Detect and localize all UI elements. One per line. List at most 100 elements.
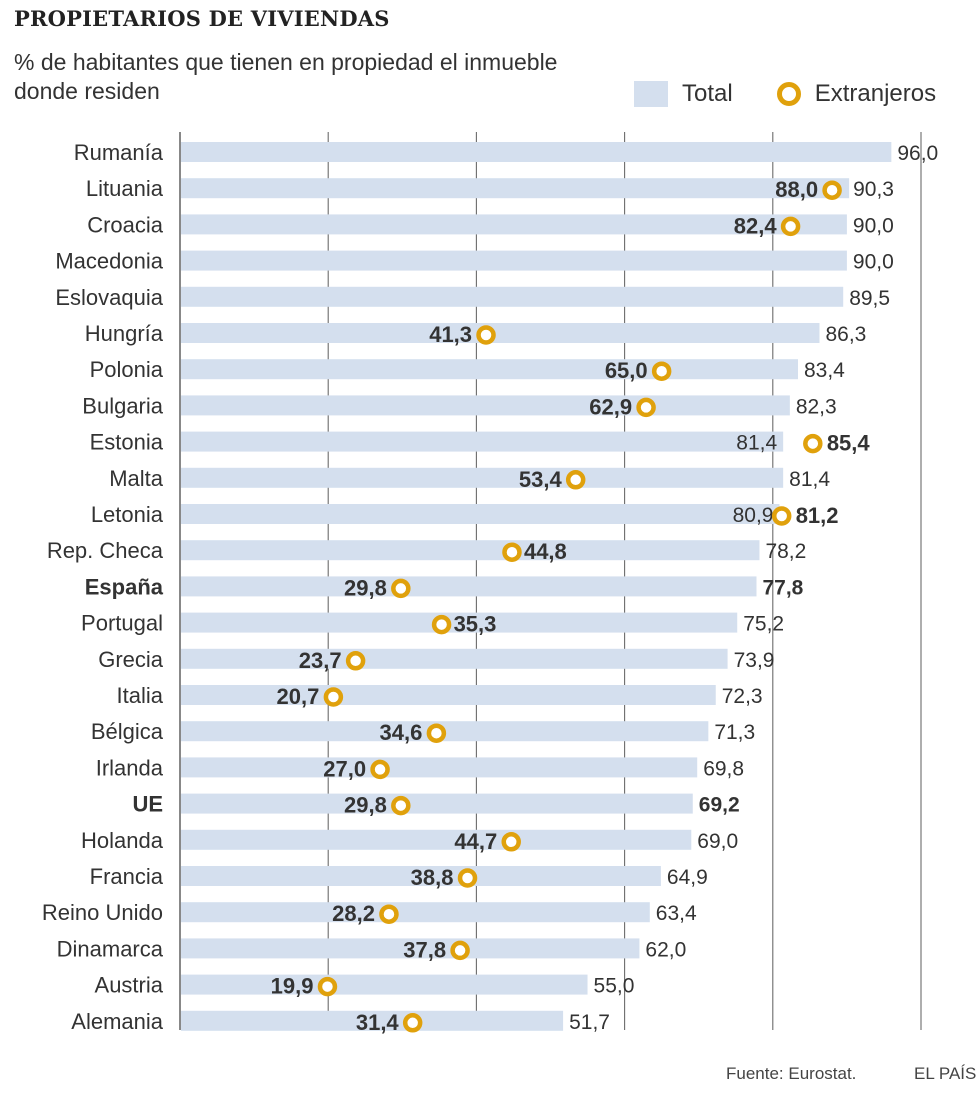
- legend-swatch-total: [634, 81, 668, 107]
- foreign-marker: [426, 723, 447, 743]
- category-label: Alemania: [71, 1009, 163, 1034]
- total-value-label: 90,0: [853, 251, 894, 274]
- total-value-label: 83,4: [804, 359, 845, 382]
- foreign-value-label: 29,8: [344, 793, 387, 818]
- foreign-value-label: 41,3: [429, 322, 472, 347]
- foreign-marker: [822, 180, 842, 200]
- total-value-label: 77,8: [762, 576, 803, 599]
- bar-total: [181, 612, 738, 633]
- foreign-marker: [803, 433, 823, 454]
- foreign-value-label: 35,3: [454, 612, 497, 637]
- foreign-marker: [323, 687, 344, 707]
- bar-total: [181, 178, 850, 199]
- total-value-label: 75,2: [743, 613, 784, 636]
- category-label: Irlanda: [96, 755, 164, 780]
- category-label: Dinamarca: [57, 936, 164, 961]
- bar-total: [181, 793, 693, 814]
- foreign-value-label: 27,0: [323, 756, 366, 781]
- total-value-label: 64,9: [667, 866, 708, 889]
- bar-total: [181, 286, 844, 307]
- category-label: Eslovaquia: [55, 285, 163, 310]
- category-label: Letonia: [91, 502, 164, 527]
- foreign-marker: [431, 614, 452, 635]
- bar-total: [181, 359, 798, 380]
- total-value-label: 73,9: [734, 649, 775, 672]
- total-value-label: 55,0: [594, 975, 635, 998]
- legend-label-total: Total: [682, 80, 733, 107]
- category-label: Polonia: [90, 357, 164, 382]
- category-label: Bélgica: [91, 719, 164, 744]
- foreign-marker: [317, 976, 338, 997]
- foreign-marker: [771, 506, 792, 526]
- total-value-label: 81,4: [736, 432, 777, 455]
- bar-total: [181, 938, 640, 959]
- bar-total: [181, 250, 847, 271]
- foreign-value-label: 31,4: [356, 1010, 400, 1035]
- foreign-marker: [457, 868, 478, 888]
- total-value-label: 86,3: [825, 323, 866, 346]
- total-value-label: 90,0: [853, 214, 894, 237]
- foreign-value-label: 23,7: [299, 648, 342, 673]
- total-value-label: 96,0: [897, 142, 938, 165]
- foreign-value-label: 62,9: [589, 394, 632, 419]
- foreign-value-label: 81,2: [796, 503, 839, 528]
- bar-total: [181, 757, 698, 778]
- total-value-label: 62,0: [645, 938, 686, 961]
- foreign-marker: [501, 832, 521, 852]
- foreign-marker: [391, 578, 411, 599]
- foreign-value-label: 38,8: [411, 865, 454, 890]
- bar-total: [181, 504, 780, 524]
- foreign-value-label: 28,2: [332, 901, 375, 926]
- category-label: Rumanía: [74, 140, 164, 165]
- total-value-label: 90,3: [853, 178, 894, 201]
- bar-total: [181, 323, 820, 343]
- foreign-marker: [391, 795, 411, 816]
- bar-total: [181, 214, 847, 235]
- foreign-value-label: 82,4: [734, 213, 778, 238]
- brand-label: EL PAÍS: [914, 1064, 977, 1083]
- total-value-label: 69,2: [699, 794, 740, 817]
- category-label: Croacia: [87, 212, 164, 237]
- bar-total: [181, 902, 650, 923]
- bar-total: [181, 866, 661, 886]
- bar-chart: Rumanía 96,0 Lituania 90,3 88,0 Croacia 90,0 82…: [42, 132, 938, 1035]
- category-label: Italia: [117, 683, 164, 708]
- foreign-marker: [780, 216, 801, 237]
- bar-total: [181, 648, 728, 669]
- foreign-marker: [651, 361, 672, 381]
- foreign-marker: [502, 542, 522, 562]
- bar-total: [181, 685, 716, 705]
- category-label: Estonia: [90, 430, 164, 455]
- total-value-label: 71,3: [714, 721, 755, 744]
- category-label: Rep. Checa: [47, 538, 164, 563]
- category-label: Reino Unido: [42, 900, 163, 925]
- foreign-value-label: 34,6: [380, 720, 423, 745]
- category-label: Lituania: [86, 176, 164, 201]
- foreign-marker: [345, 651, 366, 671]
- foreign-marker: [370, 759, 390, 780]
- total-value-label: 81,4: [789, 468, 830, 491]
- bar-total: [181, 467, 784, 488]
- category-label: Malta: [109, 466, 164, 491]
- bar-total: [181, 142, 892, 162]
- foreign-marker: [636, 397, 656, 418]
- foreign-marker: [402, 1013, 423, 1033]
- bar-total: [181, 1010, 564, 1031]
- foreign-marker: [379, 904, 399, 924]
- foreign-marker: [476, 325, 496, 345]
- bar-total: [181, 395, 790, 416]
- legend-label-foreign: Extranjeros: [814, 80, 937, 107]
- foreign-marker: [450, 940, 470, 961]
- foreign-value-label: 19,9: [271, 974, 314, 999]
- category-label: Portugal: [81, 611, 163, 636]
- foreign-value-label: 53,4: [519, 467, 563, 492]
- foreign-value-label: 65,0: [605, 358, 648, 383]
- category-label: España: [85, 574, 164, 599]
- total-value-label: 51,7: [569, 1011, 610, 1034]
- total-value-label: 89,5: [849, 287, 890, 310]
- source-note: Fuente: Eurostat.: [726, 1064, 857, 1083]
- total-value-label: 69,8: [703, 757, 744, 780]
- category-label: Austria: [95, 973, 164, 998]
- chart-title: PROPIETARIOS DE VIVIENDAS: [14, 6, 390, 31]
- bar-total: [181, 829, 692, 850]
